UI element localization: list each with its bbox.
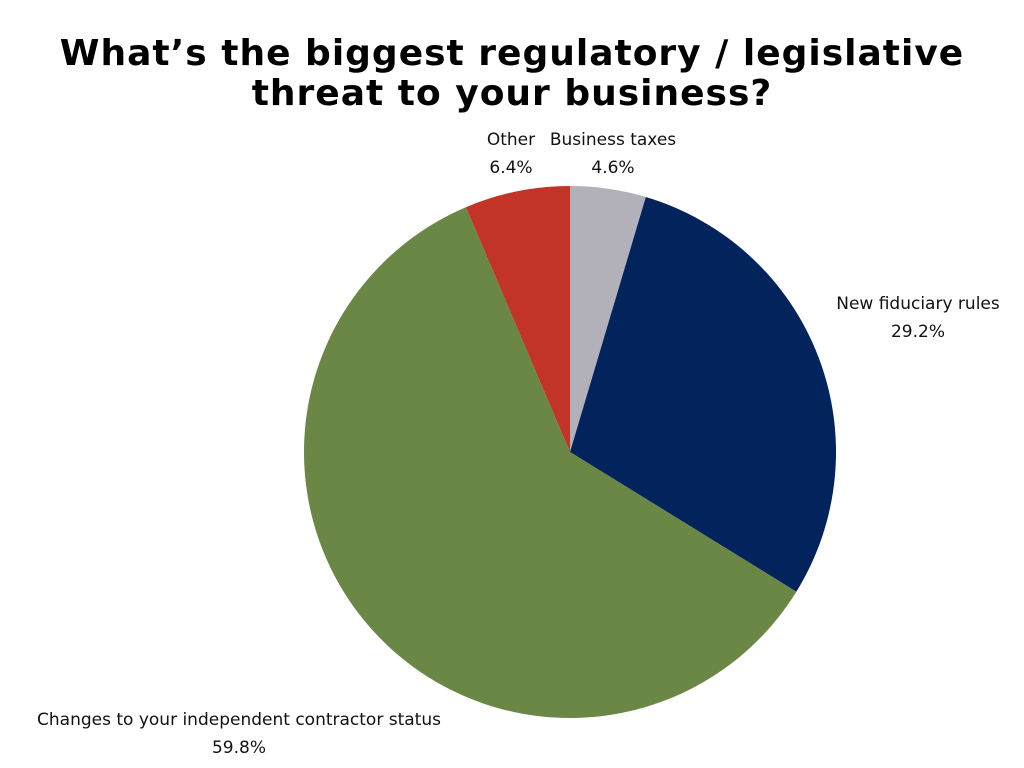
chart-title: What’s the biggest regulatory / legislat… (0, 34, 1024, 114)
slice-business-taxes (570, 186, 646, 452)
slice-new-fiduciary-rules (570, 197, 837, 592)
chart-title-line-2: threat to your business? (251, 73, 773, 114)
slice-other (465, 186, 570, 452)
slice-independent-contractor-status (303, 207, 797, 719)
label-other: Other 6.4% (486, 130, 536, 178)
label-business-taxes: Business taxes 4.6% (549, 130, 677, 178)
chart-title-line-1: What’s the biggest regulatory / legislat… (59, 33, 965, 74)
label-independent-contractor-status: Changes to your independent contractor s… (37, 710, 441, 758)
label-new-fiduciary-rules: New fiduciary rules 29.2% (836, 294, 1000, 342)
